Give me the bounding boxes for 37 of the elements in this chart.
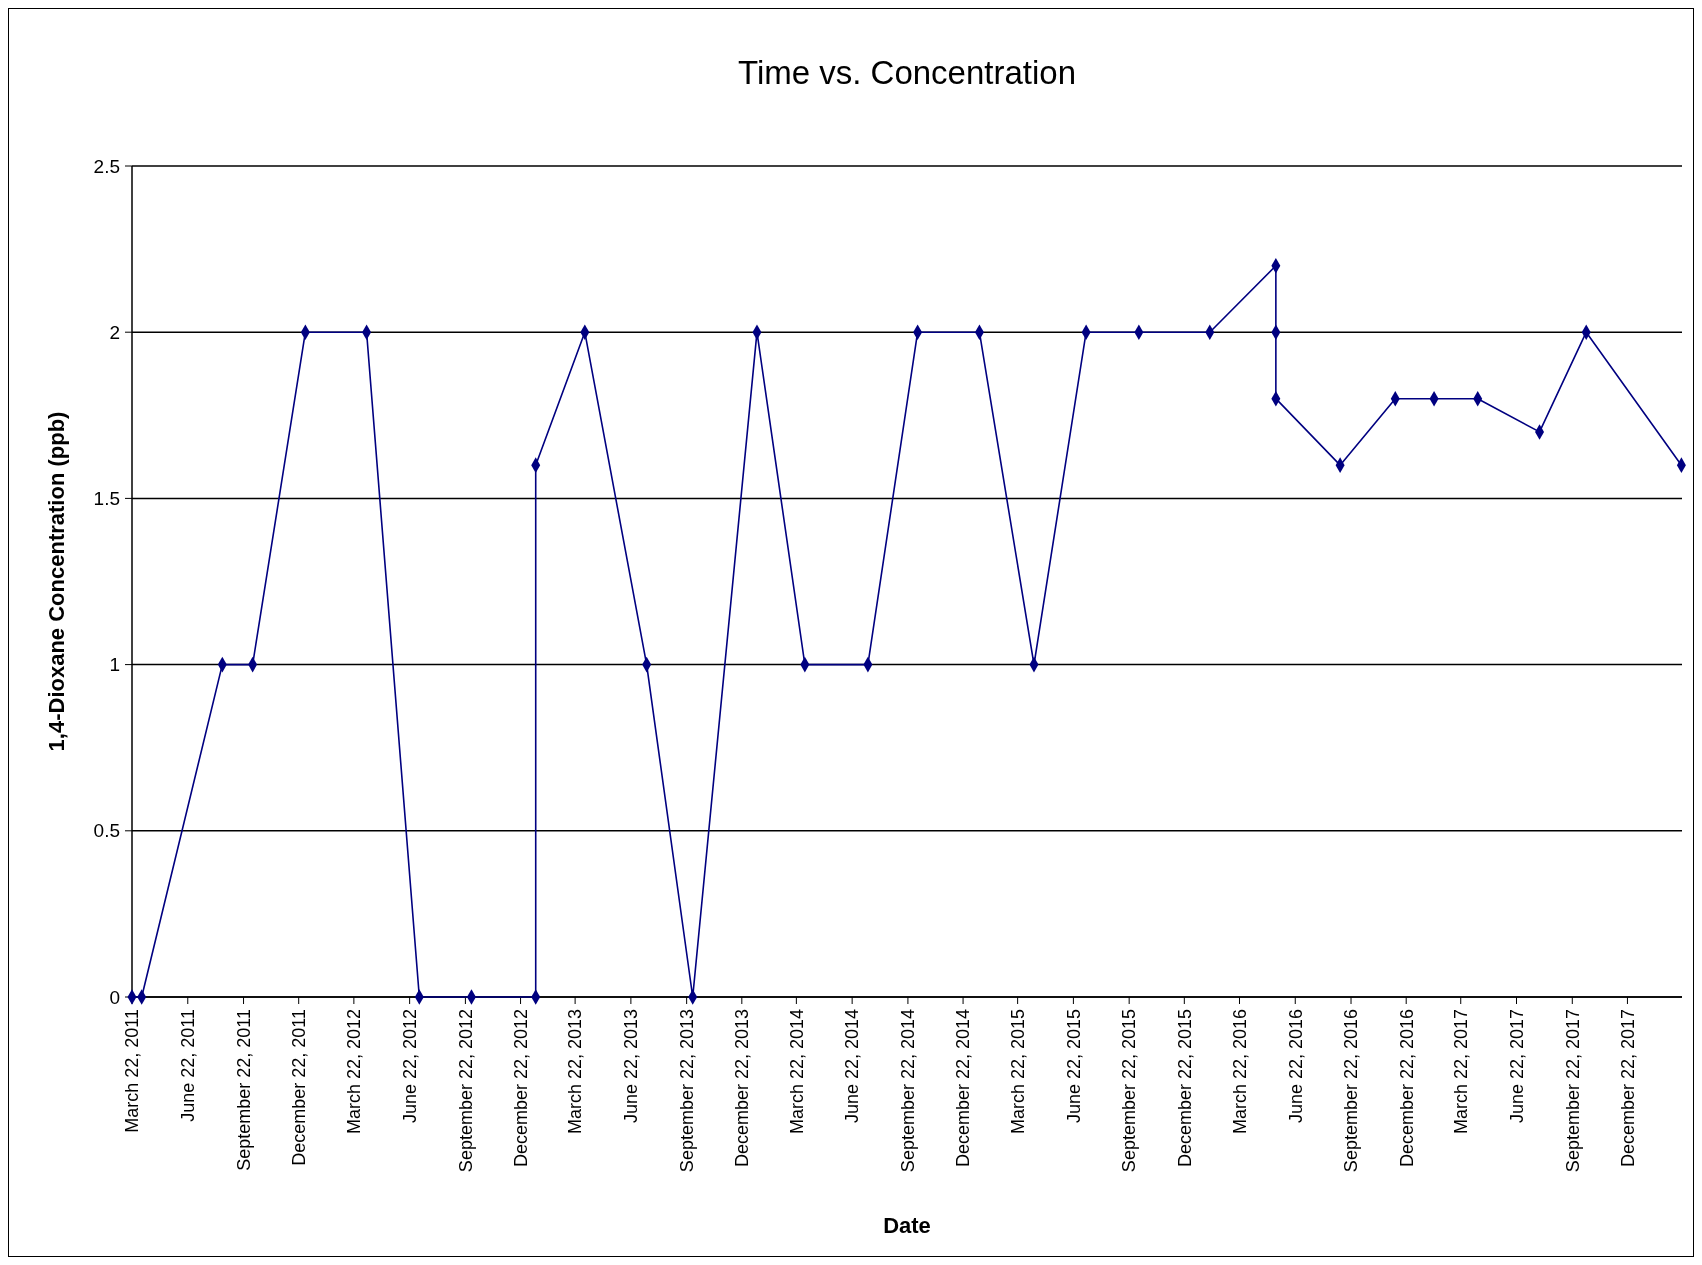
x-tick-label: December 22, 2011 — [289, 1009, 309, 1166]
x-tick-label: March 22, 2016 — [1229, 1009, 1250, 1135]
chart-title: Time vs. Concentration — [737, 54, 1077, 91]
x-axis-title: Date — [883, 1213, 931, 1238]
x-tick-label: September 22, 2011 — [233, 1009, 254, 1171]
x-tick-label: September 22, 2014 — [898, 1009, 919, 1173]
y-tick-label: 0.5 — [93, 820, 120, 842]
y-tick-label: 1 — [109, 654, 120, 676]
y-tick-label: 1.5 — [93, 488, 120, 510]
x-tick-label: March 22, 2013 — [565, 1009, 586, 1135]
x-tick-label: March 22, 2012 — [344, 1009, 365, 1135]
x-tick-label: March 22, 2017 — [1451, 1009, 1472, 1135]
x-tick-label: December 22, 2013 — [732, 1009, 753, 1168]
x-tick-label: December 22, 2017 — [1617, 1009, 1638, 1168]
x-tick-label: December 22, 2016 — [1396, 1009, 1417, 1168]
x-tick-label: September 22, 2017 — [1562, 1009, 1583, 1173]
x-tick-label: September 22, 2015 — [1119, 1009, 1140, 1173]
x-tick-label: December 22, 2015 — [1174, 1009, 1195, 1168]
x-tick-label: September 22, 2012 — [455, 1009, 476, 1173]
y-tick-label: 2.5 — [93, 155, 120, 177]
y-tick-label: 0 — [109, 986, 120, 1008]
x-tick-label: December 22, 2014 — [953, 1009, 974, 1168]
x-tick-label: June 22, 2016 — [1285, 1009, 1306, 1124]
x-tick-label: September 22, 2016 — [1341, 1009, 1362, 1173]
x-tick-label: March 22, 2014 — [786, 1009, 807, 1135]
x-tick-label: September 22, 2013 — [676, 1009, 697, 1173]
y-tick-label: 2 — [109, 321, 120, 343]
x-tick-label: June 22, 2011 — [178, 1009, 199, 1122]
x-tick-label: June 22, 2013 — [621, 1009, 642, 1124]
x-tick-label: December 22, 2012 — [510, 1009, 531, 1168]
x-tick-label: June 22, 2015 — [1063, 1009, 1084, 1124]
y-axis-title: 1,4-Dioxane Concentration (ppb) — [44, 411, 69, 752]
x-tick-label: March 22, 2015 — [1007, 1009, 1028, 1135]
x-tick-label: June 22, 2014 — [842, 1009, 863, 1124]
x-tick-label: June 22, 2012 — [399, 1009, 420, 1124]
x-tick-label: June 22, 2017 — [1506, 1009, 1527, 1124]
x-tick-label: March 22, 2011 — [122, 1009, 143, 1133]
